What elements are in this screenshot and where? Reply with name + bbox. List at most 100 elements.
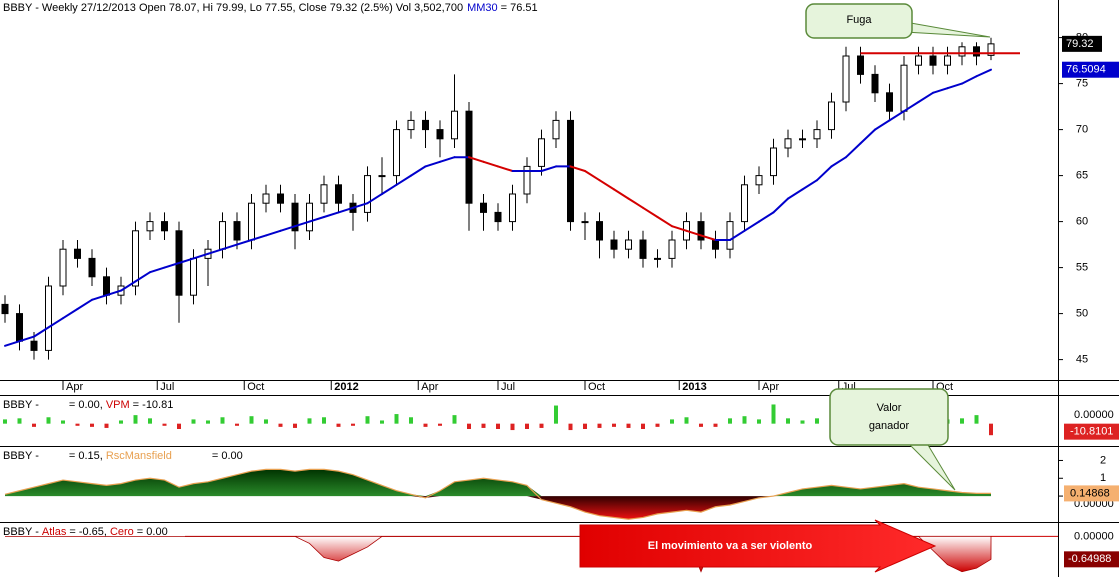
candle-body bbox=[103, 276, 110, 296]
vpm-bar bbox=[278, 423, 283, 427]
vpm-bar bbox=[510, 423, 515, 431]
candle-body bbox=[987, 43, 995, 56]
vpm-bar bbox=[32, 423, 36, 427]
ma-segment bbox=[62, 308, 79, 320]
candle-body bbox=[857, 55, 864, 75]
header-ma-name: MM30 bbox=[467, 2, 498, 14]
ma-segment bbox=[801, 179, 818, 191]
vpm-bar bbox=[17, 418, 22, 424]
arrow-text: El movimiento va a ser violento bbox=[648, 540, 813, 552]
candle-body bbox=[726, 221, 734, 250]
callout-line: Valor bbox=[877, 402, 902, 414]
vpm-bar bbox=[3, 419, 7, 424]
atlas-value-box bbox=[1064, 551, 1119, 568]
ma-segment bbox=[859, 128, 876, 145]
candle-body bbox=[248, 202, 255, 241]
ma-segment bbox=[932, 87, 949, 94]
x-tick-label: Oct bbox=[588, 381, 605, 393]
ma-segment bbox=[178, 257, 195, 264]
vpm-bar bbox=[351, 423, 355, 426]
vpm-bar bbox=[525, 423, 529, 429]
candle-body bbox=[958, 46, 966, 57]
legend-name: VPM bbox=[106, 399, 130, 411]
candle-body bbox=[509, 193, 516, 223]
candle-body bbox=[378, 175, 386, 178]
candle-body bbox=[567, 119, 574, 223]
vpm-bar bbox=[380, 420, 384, 424]
x-tick-label: 2013 bbox=[682, 381, 706, 393]
candle-body bbox=[219, 221, 226, 250]
ma-segment bbox=[888, 110, 905, 122]
candle-body bbox=[451, 110, 458, 140]
vpm-bar bbox=[177, 423, 181, 429]
x-tick-label: Oct bbox=[247, 381, 264, 393]
candle-body bbox=[364, 175, 371, 213]
ma-segment bbox=[584, 170, 601, 182]
ma-segment bbox=[468, 156, 485, 163]
callout-text: Valor ganador bbox=[869, 402, 910, 432]
ma-segment bbox=[33, 326, 50, 338]
vpm-value-box bbox=[1064, 423, 1119, 440]
ma-segment bbox=[816, 165, 833, 182]
vpm-bar bbox=[713, 423, 718, 427]
candle-body bbox=[538, 138, 545, 167]
candle-body bbox=[88, 257, 96, 278]
y-tick-label: 55 bbox=[1076, 262, 1088, 274]
ma-segment bbox=[265, 229, 282, 237]
candle-body bbox=[813, 129, 821, 140]
legend-prefix: BBBY - bbox=[3, 526, 39, 538]
y-tick-label: 50 bbox=[1076, 308, 1088, 320]
ma-segment bbox=[105, 289, 122, 297]
candle-body bbox=[1, 303, 9, 315]
ma-segment bbox=[4, 340, 21, 347]
vpm-bar bbox=[815, 418, 819, 424]
candle-body bbox=[132, 230, 139, 287]
ma-segment bbox=[540, 165, 557, 172]
candle-body bbox=[712, 239, 719, 250]
vpm-bar bbox=[336, 423, 341, 427]
candle-body bbox=[306, 202, 313, 232]
rsc-line bbox=[4, 468, 991, 520]
candle-body bbox=[886, 92, 893, 112]
ma-segment bbox=[845, 142, 862, 159]
candle-body bbox=[277, 193, 284, 204]
vpm-bar bbox=[496, 423, 500, 429]
x-tick-label: Jul bbox=[160, 381, 174, 393]
legend-prefix: BBBY - bbox=[3, 450, 39, 462]
candle-body bbox=[291, 202, 299, 232]
x-tick-label: Jul bbox=[501, 381, 515, 393]
vpm-bar bbox=[800, 420, 805, 424]
atlas-value-label: -0.64988 bbox=[1068, 553, 1111, 565]
vpm-bar bbox=[974, 415, 979, 424]
vpm-bar bbox=[235, 423, 239, 426]
vpm-value-label: -10.8101 bbox=[1070, 426, 1113, 438]
vpm-bar bbox=[264, 419, 268, 424]
vpm-bar bbox=[568, 423, 573, 431]
last-price-label: 79.32 bbox=[1066, 38, 1094, 50]
ma-segment bbox=[91, 294, 108, 301]
vpm-bar bbox=[191, 419, 196, 424]
legend-name: Atlas bbox=[42, 526, 67, 538]
vpm-bar bbox=[46, 417, 51, 424]
ma-segment bbox=[163, 262, 180, 269]
ma-segment bbox=[627, 197, 644, 209]
vpm-bar bbox=[467, 423, 471, 429]
panel-legend: BBBY - = 0.00, VPM = -10.81 bbox=[3, 399, 173, 411]
vpm-bar bbox=[481, 423, 486, 428]
candle-body bbox=[552, 119, 560, 140]
vpm-bar bbox=[684, 417, 689, 424]
ma-segment bbox=[410, 165, 427, 177]
ma-segment bbox=[47, 317, 64, 329]
vpm-bar bbox=[220, 417, 225, 424]
candle-body bbox=[59, 248, 67, 287]
candle-body bbox=[842, 55, 850, 103]
vpm-bar bbox=[119, 420, 123, 424]
y-tick-label: 0.00000 bbox=[1074, 530, 1114, 542]
y-tick-label: 2 bbox=[1100, 454, 1106, 466]
candle-body bbox=[146, 221, 154, 232]
vpm-bar bbox=[133, 415, 138, 424]
ma-segment bbox=[830, 156, 847, 168]
vpm-bar bbox=[148, 418, 152, 424]
